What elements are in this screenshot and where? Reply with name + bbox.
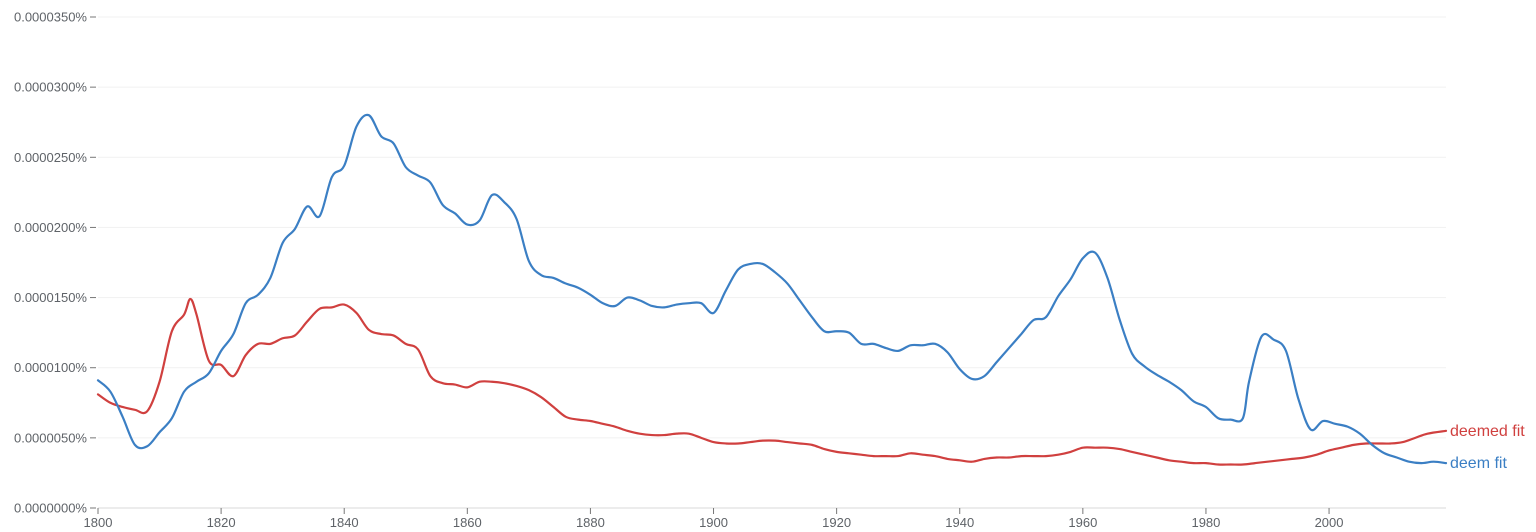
- x-tick-label: 1900: [699, 515, 728, 530]
- y-tick-label: 0.0000300%: [14, 80, 87, 95]
- y-axis-ticks: 0.0000000% 0.0000050% 0.0000100% 0.0000150%…: [14, 10, 96, 516]
- series-line-deem-fit[interactable]: [96, 113, 1448, 465]
- x-tick-label: 2000: [1315, 515, 1344, 530]
- x-tick-label: 1920: [822, 515, 851, 530]
- series-label-deem-fit: deem fit: [1450, 455, 1507, 472]
- y-tick-label: 0.0000250%: [14, 150, 87, 165]
- series-line-deemed-fit[interactable]: [96, 297, 1448, 466]
- x-tick-label: 1840: [330, 515, 359, 530]
- x-tick-label: 1940: [945, 515, 974, 530]
- x-tick-label: 1960: [1068, 515, 1097, 530]
- y-tick-label: 0.0000200%: [14, 220, 87, 235]
- x-tick-label: 1800: [84, 515, 113, 530]
- y-tick-label: 0.0000000%: [14, 501, 87, 516]
- gridlines: [98, 16, 1446, 439]
- y-tick-label: 0.0000350%: [14, 10, 87, 25]
- series-labels: deemed fit deem fit: [1450, 423, 1525, 472]
- x-tick-label: 1880: [576, 515, 605, 530]
- x-tick-label: 1980: [1191, 515, 1220, 530]
- series-label-deemed-fit: deemed fit: [1450, 423, 1525, 440]
- y-tick-label: 0.0000050%: [14, 430, 87, 445]
- x-axis-ticks: 1800 1820 1840 1860 1880 1900 1920 1940 1960 1980…: [84, 508, 1344, 530]
- y-tick-label: 0.0000150%: [14, 290, 87, 305]
- y-tick-label: 0.0000100%: [14, 360, 87, 375]
- x-tick-label: 1860: [453, 515, 482, 530]
- series-lines: [96, 113, 1448, 466]
- x-tick-label: 1820: [207, 515, 236, 530]
